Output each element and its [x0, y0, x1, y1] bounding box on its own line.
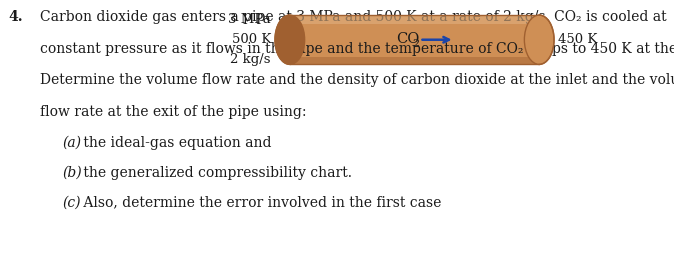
Text: 3 MPa: 3 MPa — [228, 13, 271, 26]
Text: 450 K: 450 K — [558, 33, 597, 46]
Text: 500 K: 500 K — [232, 33, 271, 46]
Text: Carbon dioxide gas enters a pipe at 3 MPa and 500 K at a rate of 2 kg/s. CO₂ is : Carbon dioxide gas enters a pipe at 3 MP… — [40, 10, 667, 24]
Text: (b): (b) — [62, 165, 82, 180]
Ellipse shape — [524, 15, 554, 64]
Bar — [290, 57, 539, 64]
Text: (a): (a) — [62, 136, 81, 150]
Text: the ideal-gas equation and: the ideal-gas equation and — [79, 136, 272, 150]
Text: 2 kg/s: 2 kg/s — [231, 53, 271, 65]
Text: 4.: 4. — [8, 10, 23, 24]
Text: CO: CO — [396, 32, 420, 46]
Text: flow rate at the exit of the pipe using:: flow rate at the exit of the pipe using: — [40, 104, 307, 119]
Text: constant pressure as it flows in the pipe and the temperature of CO₂ drops to 45: constant pressure as it flows in the pip… — [40, 41, 674, 56]
Text: 2: 2 — [412, 39, 420, 49]
Text: the generalized compressibility chart.: the generalized compressibility chart. — [79, 165, 352, 180]
Text: Determine the volume flow rate and the density of carbon dioxide at the inlet an: Determine the volume flow rate and the d… — [40, 73, 674, 87]
Ellipse shape — [275, 15, 305, 64]
Text: (c): (c) — [62, 195, 80, 209]
Bar — [290, 15, 539, 24]
Text: Also, determine the error involved in the first case: Also, determine the error involved in th… — [79, 195, 441, 209]
Bar — [290, 15, 539, 64]
